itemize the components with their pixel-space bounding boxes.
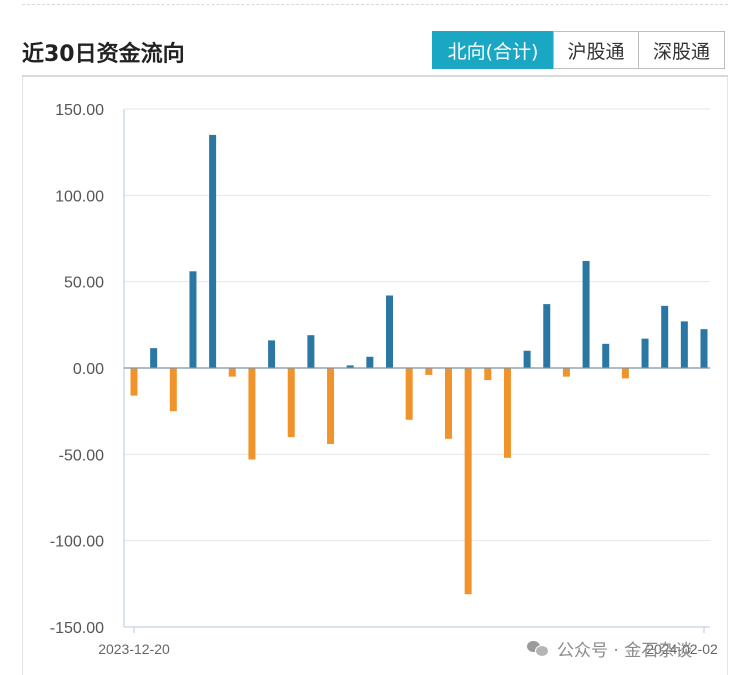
watermark: 公众号 · 金石杂谈 (527, 636, 693, 661)
bar (680, 321, 688, 368)
x-tick-label-end: 2024-02-02 (646, 641, 718, 657)
y-tick-label: -150.00 (50, 620, 104, 637)
watermark-text: 公众号 · 金石杂谈 (557, 640, 693, 661)
bar (405, 368, 413, 420)
y-tick-label: 150.00 (55, 102, 104, 119)
tab-shanghai-connect[interactable]: 沪股通 (553, 31, 639, 69)
y-tick-label: 0.00 (73, 361, 104, 378)
bar (641, 338, 649, 368)
page-title: 近30日资金流向 (22, 42, 185, 67)
bar (287, 368, 295, 438)
bar (130, 368, 138, 396)
bar (484, 368, 492, 381)
bar (562, 368, 570, 377)
market-tabs: 北向(合计) 沪股通 深股通 (432, 31, 725, 69)
bar (503, 368, 511, 458)
bar (228, 368, 236, 377)
bar (327, 368, 335, 444)
bar (248, 368, 256, 460)
chart-header: 近30日资金流向 北向(合计) 沪股通 深股通 (0, 0, 750, 77)
bar (366, 356, 374, 368)
top-divider (22, 4, 728, 5)
tab-shenzhen-connect[interactable]: 深股通 (638, 31, 725, 69)
y-tick-label: -50.00 (59, 447, 104, 464)
bar (307, 335, 315, 368)
y-tick-label: 50.00 (64, 275, 104, 292)
chart-frame-left (22, 77, 23, 675)
bar (169, 368, 177, 412)
header-divider (22, 75, 728, 77)
bar (523, 350, 531, 368)
y-tick-label: -100.00 (50, 534, 104, 551)
bar (543, 304, 551, 368)
bar (621, 368, 629, 379)
bar (346, 365, 354, 368)
bar (464, 368, 472, 595)
bar (582, 260, 590, 368)
bar (661, 305, 669, 368)
bar (386, 295, 394, 368)
bar (209, 134, 217, 368)
bar (602, 343, 610, 368)
x-tick-label-start: 2023-12-20 (98, 641, 170, 657)
bar (268, 340, 276, 368)
bar (700, 329, 708, 368)
wechat-icon (527, 639, 549, 657)
bar (444, 368, 452, 439)
y-tick-label: 100.00 (55, 188, 104, 205)
bar (425, 368, 433, 375)
tab-northbound-total[interactable]: 北向(合计) (432, 31, 554, 69)
bar (150, 348, 158, 368)
bar (189, 271, 197, 368)
chart-frame-right (727, 77, 728, 675)
